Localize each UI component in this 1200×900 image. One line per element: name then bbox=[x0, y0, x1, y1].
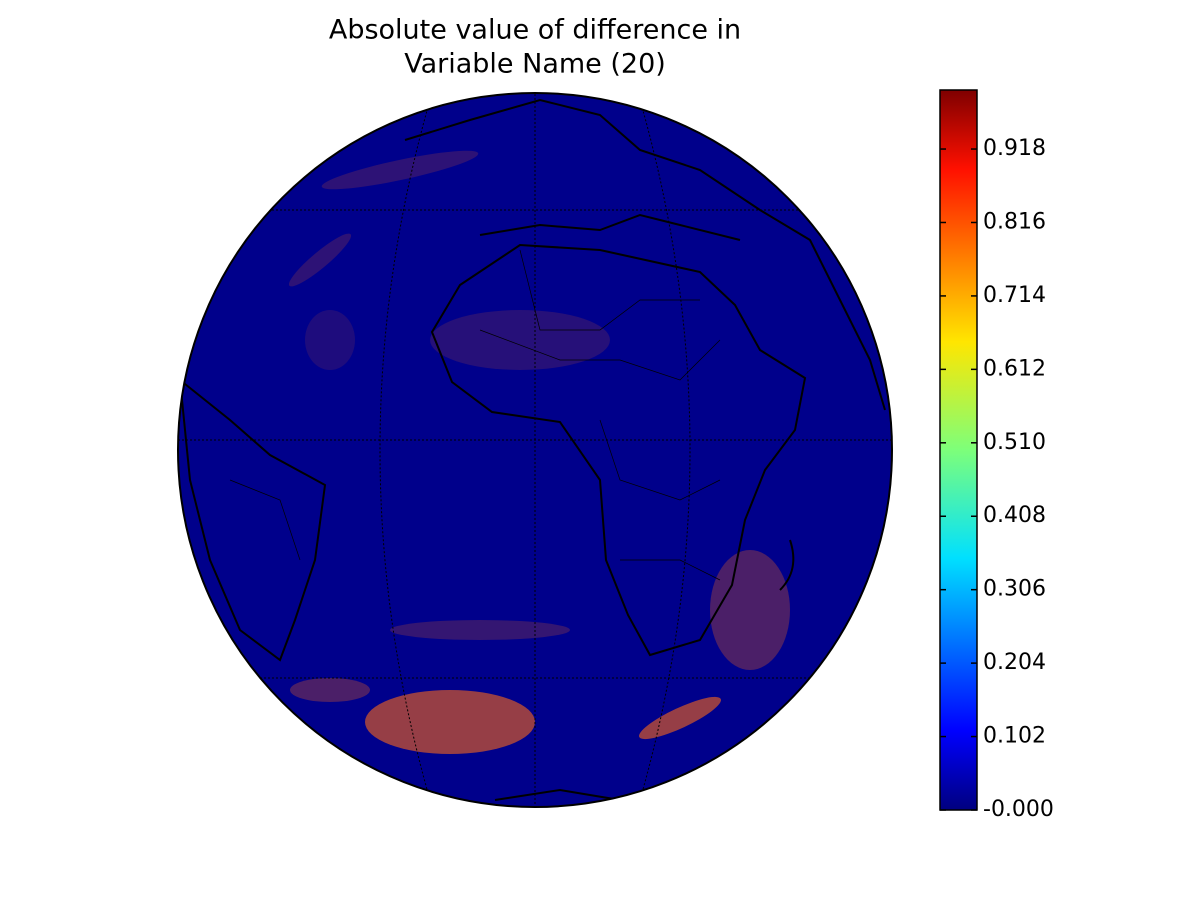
coastlines bbox=[178, 98, 886, 801]
colorbar-tick-label: 0.102 bbox=[983, 724, 1046, 749]
globe-features bbox=[178, 93, 892, 807]
globe-outline bbox=[177, 92, 893, 808]
borders bbox=[229, 249, 721, 581]
colorbar: -0.000 0.102 0.204 0.306 0.408 0.510 0.612 0.71… bbox=[939, 89, 1054, 822]
colorbar-tick-label: 0.918 bbox=[983, 136, 1046, 161]
colorbar-tick-label: 0.408 bbox=[983, 503, 1046, 528]
colorbar-tick-label: 0.204 bbox=[983, 650, 1046, 675]
colorbar-tick-label: 0.306 bbox=[983, 577, 1046, 602]
colorbar-tick-label: 0.714 bbox=[983, 283, 1046, 308]
colorbar-tick-label: 0.612 bbox=[983, 356, 1046, 381]
colorbar-scale bbox=[939, 89, 978, 811]
title-line: Variable Name (20) bbox=[404, 49, 666, 80]
graticule bbox=[178, 93, 892, 807]
colorbar-tick-label: 0.510 bbox=[983, 430, 1046, 455]
colorbar-tick-label: -0.000 bbox=[983, 797, 1054, 822]
title-line: Absolute value of difference in bbox=[329, 15, 741, 46]
globe bbox=[177, 92, 893, 808]
difference-patches bbox=[288, 150, 790, 754]
colorbar-tick-label: 0.816 bbox=[983, 209, 1046, 234]
